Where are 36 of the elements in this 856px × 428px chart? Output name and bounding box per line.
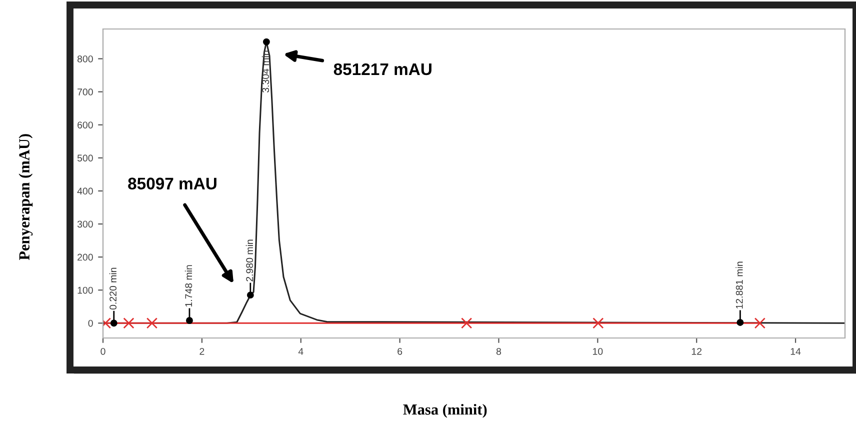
annotation: 2.980 min: [246, 240, 254, 282]
annotation: 851217 mAU: [334, 63, 432, 76]
y-tick-label: 100: [78, 286, 93, 294]
y-tick-label: 500: [77, 154, 93, 162]
x-tick-label: 12: [692, 348, 702, 355]
point: [592, 318, 604, 329]
x-tick-label: 6: [398, 348, 402, 355]
x-tick-label: 0: [100, 348, 106, 355]
x-tick-label: 14: [790, 348, 801, 355]
point: [246, 292, 254, 299]
point: [461, 318, 472, 329]
y-tick-label: 800: [77, 55, 93, 62]
point: [186, 317, 193, 324]
y-axis-title: Penyerapan (mAU): [18, 134, 33, 260]
y-tick-label: 300: [77, 220, 93, 228]
y-tick-label: 700: [78, 88, 93, 96]
annotation: 85097 mAU: [128, 178, 216, 190]
x-tick-label: 2: [200, 348, 204, 355]
x-tick-label: 4: [298, 348, 304, 355]
x-tick-label: 8: [496, 348, 502, 355]
annotation: 0.220 min: [109, 268, 116, 310]
point: [754, 318, 766, 329]
x-tick-label: 10: [593, 348, 603, 355]
point: [110, 320, 118, 327]
y-tick-label: 400: [77, 188, 93, 195]
point: [262, 38, 270, 46]
point: [146, 318, 158, 329]
annotation: 1.748 min: [184, 265, 192, 307]
y-tick-label: 600: [78, 122, 93, 128]
x-axis-title: Masa (minit): [403, 404, 487, 418]
y-tick-label: 200: [78, 254, 93, 261]
annotation: 3.304 min: [262, 50, 270, 92]
point: [736, 318, 744, 326]
point: [123, 318, 134, 329]
y-tick-label: 0: [88, 320, 93, 327]
annotation: 12.881 min: [736, 262, 743, 309]
